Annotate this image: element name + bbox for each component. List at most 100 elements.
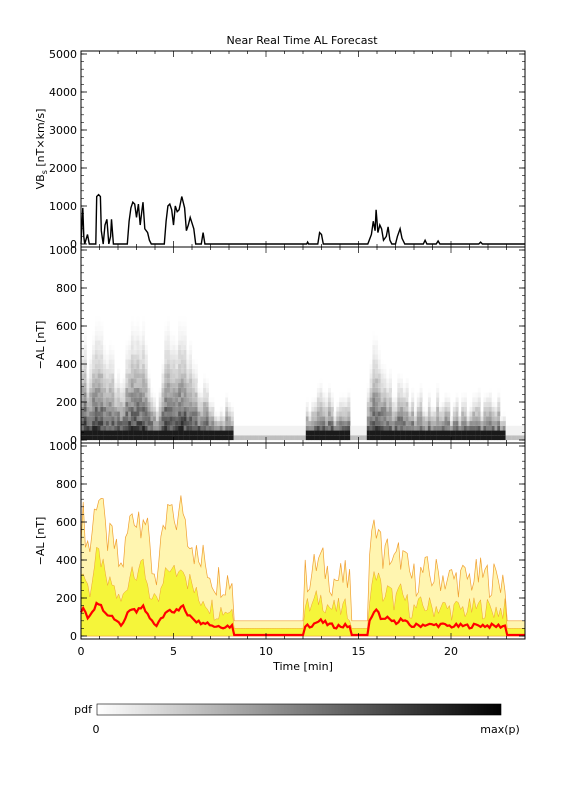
heatmap-cell <box>106 435 109 441</box>
heatmap-cell <box>106 406 109 412</box>
heatmap-cell <box>347 397 351 403</box>
heatmap-cell <box>164 392 168 398</box>
heatmap-cell <box>372 435 376 441</box>
heatmap-cell <box>452 421 456 426</box>
heatmap-cell <box>189 435 193 441</box>
heatmap-cell <box>200 421 204 426</box>
heatmap-cell <box>142 326 146 331</box>
heatmap-cell <box>325 421 329 426</box>
heatmap-cell <box>280 435 284 441</box>
heatmap-cell <box>366 383 370 388</box>
heatmap-cell <box>100 345 104 350</box>
heatmap-cell <box>439 425 442 431</box>
y-tick-label: 1000 <box>49 440 77 453</box>
heatmap-cell <box>217 416 220 422</box>
heatmap-cell <box>169 430 173 436</box>
heatmap-cell <box>81 340 84 346</box>
heatmap-cell <box>463 421 467 426</box>
heatmap-cell <box>178 425 182 431</box>
heatmap-cell <box>408 430 412 436</box>
heatmap-cell <box>425 416 429 422</box>
heatmap-cell <box>241 430 245 436</box>
heatmap-cell <box>314 411 318 417</box>
heatmap-cell <box>375 421 379 426</box>
heatmap-cell <box>383 364 387 369</box>
heatmap-cell <box>122 421 126 426</box>
heatmap-cell <box>269 425 273 431</box>
heatmap-cell <box>366 425 370 431</box>
heatmap-cell <box>103 354 107 360</box>
heatmap-cell <box>386 435 390 441</box>
heatmap-cell <box>463 392 467 398</box>
heatmap-cell <box>397 435 401 441</box>
heatmap-cell <box>189 383 193 388</box>
heatmap-cell <box>108 402 112 407</box>
heatmap-cell <box>314 435 318 441</box>
heatmap-cell <box>433 421 437 426</box>
heatmap-cell <box>486 402 490 407</box>
heatmap-cell <box>142 364 146 369</box>
heatmap-cell <box>316 383 320 388</box>
heatmap-cell <box>183 326 187 331</box>
heatmap-cell <box>83 411 87 417</box>
heatmap-cell <box>172 383 176 388</box>
heatmap-cell <box>103 345 107 350</box>
heatmap-cell <box>94 378 98 384</box>
heatmap-cell <box>167 406 170 412</box>
heatmap-cell <box>411 430 415 436</box>
heatmap-cell <box>244 425 248 431</box>
heatmap-cell <box>142 335 146 341</box>
heatmap-cell <box>144 345 148 350</box>
heatmap-cell <box>261 435 265 441</box>
heatmap-cell <box>186 359 190 365</box>
heatmap-cell <box>516 430 520 436</box>
heatmap-cell <box>172 397 176 403</box>
heatmap-cell <box>380 425 384 431</box>
heatmap-cell <box>328 392 331 398</box>
heatmap-cell <box>405 378 409 384</box>
heatmap-cell <box>136 316 140 322</box>
panel-vbs-x-ticks <box>80 51 526 247</box>
heatmap-cell <box>169 416 173 422</box>
heatmap-cell <box>444 406 448 412</box>
heatmap-cell <box>81 378 84 384</box>
heatmap-cell <box>119 416 123 422</box>
heatmap-cell <box>136 402 140 407</box>
heatmap-cell <box>458 421 462 426</box>
heatmap-cell <box>161 373 165 379</box>
heatmap-cell <box>497 430 501 436</box>
heatmap-cell <box>500 421 503 426</box>
heatmap-cell <box>375 383 379 388</box>
heatmap-cell <box>383 359 387 365</box>
heatmap-cell <box>366 392 370 398</box>
heatmap-cell <box>169 435 173 441</box>
heatmap-cell <box>500 425 503 431</box>
heatmap-cell <box>128 392 132 398</box>
heatmap-cell <box>192 387 195 393</box>
heatmap-cell <box>83 421 87 426</box>
heatmap-cell <box>377 406 381 412</box>
heatmap-cell <box>400 373 404 379</box>
heatmap-cell <box>103 425 107 431</box>
heatmap-cell <box>189 340 193 346</box>
heatmap-cell <box>172 364 176 369</box>
heatmap-cell <box>169 349 173 355</box>
heatmap-cell <box>139 402 143 407</box>
heatmap-cell <box>497 387 501 393</box>
heatmap-cell <box>150 406 154 412</box>
heatmap-cell <box>142 411 146 417</box>
heatmap-cell <box>119 397 123 403</box>
heatmap-cell <box>133 330 137 336</box>
heatmap-cell <box>158 435 162 441</box>
heatmap-cell <box>125 416 129 422</box>
heatmap-cell <box>183 406 187 412</box>
heatmap-cell <box>486 397 490 403</box>
heatmap-cell <box>189 411 193 417</box>
heatmap-cell <box>436 402 440 407</box>
heatmap-cell <box>133 421 137 426</box>
heatmap-cell <box>136 435 140 441</box>
heatmap-cell <box>222 416 226 422</box>
heatmap-cell <box>402 397 406 403</box>
heatmap-cell <box>130 387 134 393</box>
